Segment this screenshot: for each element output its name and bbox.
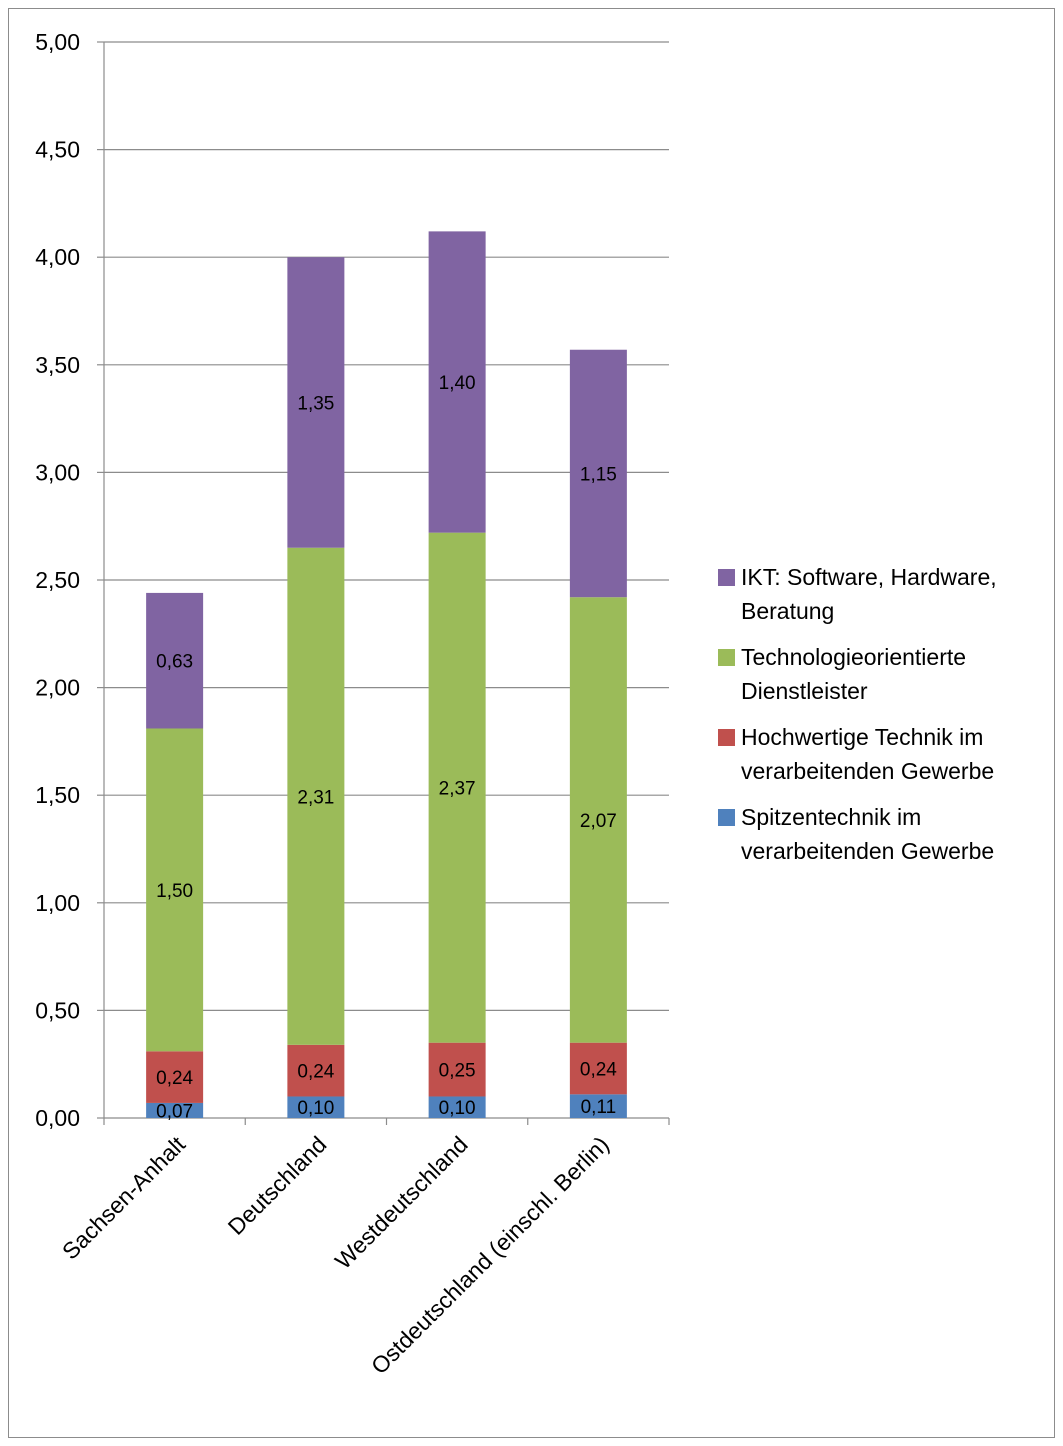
bar-segment: [569, 1094, 627, 1118]
bar-segment: [146, 1102, 204, 1118]
bar-segment: [146, 592, 204, 729]
bar-segment: [569, 349, 627, 598]
y-tick-label: 0,00: [35, 1105, 80, 1131]
bar-segment: [428, 231, 486, 533]
legend-swatch-spitzentechnik: [718, 809, 735, 826]
y-tick-label: 4,50: [35, 137, 80, 163]
legend-item-spitzentechnik: Spitzentechnik im verarbeitenden Gewerbe: [718, 800, 1058, 868]
data-label: 0,10: [439, 1098, 476, 1119]
legend-swatch-hochwertige-technik: [718, 729, 735, 746]
legend-label-spitzentechnik: Spitzentechnik im verarbeitenden Gewerbe: [741, 804, 995, 864]
y-tick-label: 1,00: [35, 890, 80, 916]
y-tick-label: 4,00: [35, 244, 80, 270]
bar-segment: [146, 728, 204, 1052]
legend-item-hochwertige-technik: Hochwertige Technik im verarbeitenden Ge…: [718, 720, 1058, 788]
x-tick-label: Ostdeutschland (einschl. Berlin): [366, 1131, 614, 1379]
data-label: 0,25: [439, 1061, 476, 1082]
data-label: 0,24: [297, 1062, 334, 1083]
data-label: 0,24: [156, 1068, 193, 1089]
data-label: 2,37: [439, 779, 476, 800]
data-label: 2,31: [297, 787, 334, 808]
bar-segment: [146, 1051, 204, 1103]
legend-label-hochwertige-technik: Hochwertige Technik im verarbeitenden Ge…: [741, 724, 995, 784]
bar-segment: [569, 597, 627, 1043]
y-tick-label: 0,50: [35, 997, 80, 1023]
bar-segment: [428, 1096, 486, 1118]
data-label: 0,11: [581, 1097, 617, 1118]
data-label: 0,07: [156, 1101, 193, 1122]
y-tick-label: 1,50: [35, 782, 80, 808]
legend-swatch-ikt: [718, 569, 735, 586]
data-label: 0,63: [156, 652, 193, 673]
x-tick-label: Westdeutschland: [330, 1131, 473, 1274]
x-tick-label: Sachsen-Anhalt: [57, 1131, 191, 1265]
bar-segment: [287, 257, 345, 548]
bar-segment: [287, 547, 345, 1045]
data-label: 0,24: [580, 1060, 617, 1081]
legend-item-ikt: IKT: Software, Hardware, Beratung: [718, 560, 1058, 628]
y-tick-label: 2,50: [35, 567, 80, 593]
legend-swatch-technologieorientierte: [718, 649, 735, 666]
data-label: 1,35: [297, 393, 334, 414]
data-label: 1,50: [156, 881, 193, 902]
data-label: 0,10: [297, 1098, 334, 1119]
data-label: 2,07: [580, 811, 617, 832]
bar-segment: [287, 1096, 345, 1118]
bar-segment: [428, 532, 486, 1043]
legend-label-technologieorientierte: Technologieorientierte Dienstleister: [741, 644, 967, 704]
y-tick-label: 3,50: [35, 352, 80, 378]
data-label: 1,15: [580, 464, 617, 485]
legend-label-ikt: IKT: Software, Hardware, Beratung: [741, 564, 997, 624]
bar-segment: [569, 1042, 627, 1095]
bar-segment: [287, 1044, 345, 1097]
legend-item-technologieorientierte: Technologieorientierte Dienstleister: [718, 640, 1058, 708]
legend: IKT: Software, Hardware, Beratung Techno…: [718, 560, 1058, 880]
bar-segment: [428, 1042, 486, 1097]
x-tick-label: Deutschland: [223, 1131, 332, 1240]
data-label: 1,40: [439, 373, 476, 394]
y-tick-label: 5,00: [35, 29, 80, 55]
y-tick-label: 2,00: [35, 675, 80, 701]
y-tick-label: 3,00: [35, 459, 80, 485]
